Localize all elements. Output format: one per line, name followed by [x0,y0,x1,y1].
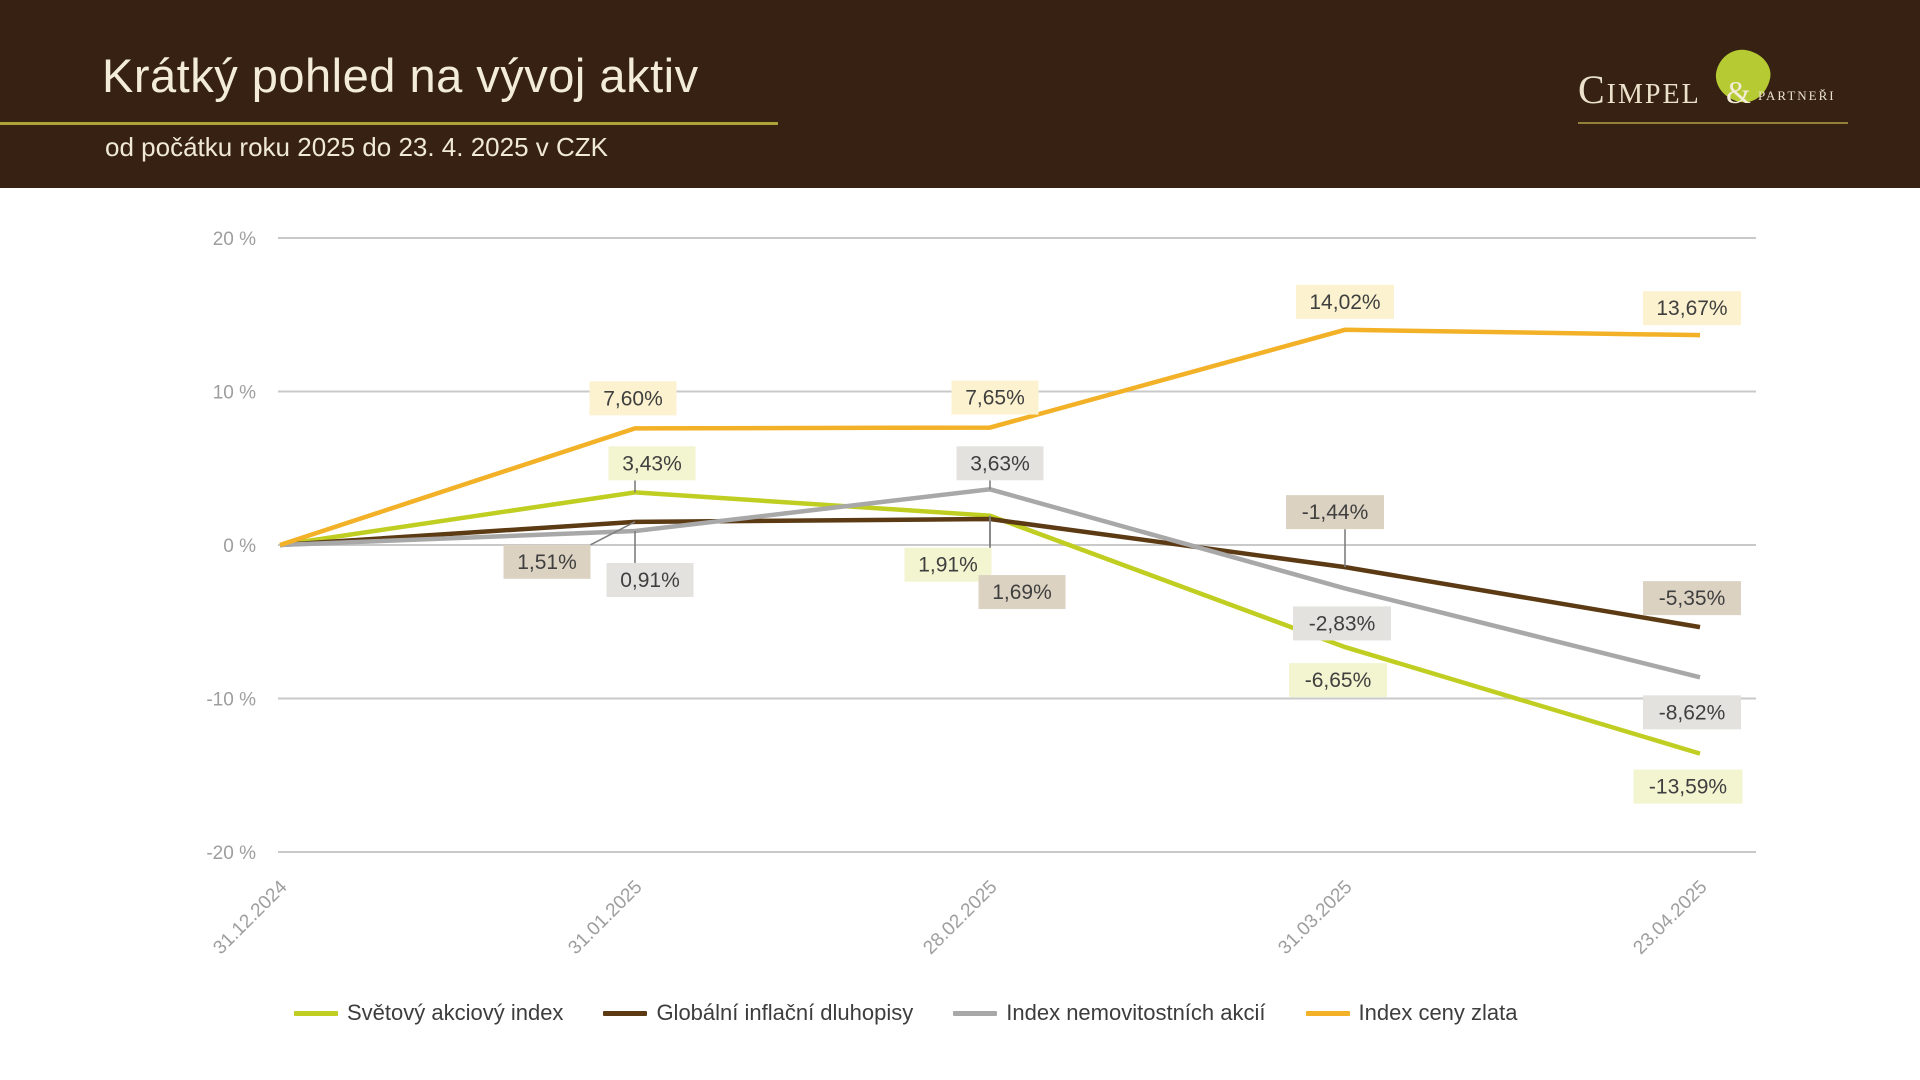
data-label-box [1643,291,1741,326]
title-underline [0,122,778,125]
data-label: 7,60% [603,387,663,410]
logo-ampersand: & [1726,74,1751,110]
y-tick-label: 0 % [223,536,256,557]
x-tick-label: 31.03.2025 [1274,877,1356,959]
company-logo: Cimpel & partneři [1578,44,1854,126]
y-tick-label: 20 % [213,229,256,250]
data-label-box [904,547,992,582]
legend-item-2: Index nemovitostních akcií [953,1000,1266,1026]
legend-label: Index nemovitostních akcií [1006,1000,1266,1025]
data-label-box [1289,663,1387,698]
legend-swatch-icon [603,1010,648,1016]
data-label-box [951,380,1039,415]
slide-header: Krátký pohled na vývoj aktiv od počátku … [0,0,1920,188]
logo-suffix: partneři [1758,84,1836,105]
data-label-box [1643,581,1741,616]
data-label: -1,44% [1302,501,1369,524]
data-label-box [503,544,591,579]
data-label: 1,69% [992,581,1052,604]
y-tick-label: -10 % [206,690,256,711]
chart-legend: Světový akciový index Globální inflační d… [294,1000,1518,1026]
data-label-box [978,575,1066,610]
legend-label: Světový akciový index [347,1000,564,1025]
y-tick-label: 10 % [213,383,256,404]
logo-name: Cimpel [1578,67,1701,112]
data-label: 13,67% [1656,297,1727,320]
data-label-box [1293,606,1391,641]
data-label-box [1643,695,1741,730]
data-label: 14,02% [1309,291,1380,314]
page-title: Krátký pohled na vývoj aktiv [102,49,699,102]
data-label: -6,65% [1305,669,1372,692]
data-label-box [606,563,694,598]
x-tick-label: 23.04.2025 [1629,877,1711,959]
data-label: -8,62% [1659,701,1726,724]
x-tick-label: 31.12.2024 [209,876,291,958]
y-tick-label: -20 % [206,843,256,864]
legend-label: Globální inflační dluhopisy [656,1000,914,1025]
data-label: 3,63% [970,452,1030,475]
x-tick-label: 31.01.2025 [564,877,646,959]
data-label: -13,59% [1649,776,1727,799]
data-label: 0,91% [620,569,680,592]
x-tick-label: 28.02.2025 [919,877,1001,959]
label-leader-line [590,521,636,546]
data-label-box [608,446,696,481]
data-label: 1,51% [517,551,577,574]
legend-swatch-icon [294,1010,338,1016]
data-label: 7,65% [965,387,1025,410]
series-line-3 [279,327,1701,548]
legend-item-1: Globální inflační dluhopisy [603,1000,913,1026]
legend-item-3: Index ceny zlata [1305,1000,1518,1026]
data-label-box [956,446,1044,481]
legend-item-0: Světový akciový index [294,1000,563,1026]
page-subtitle: od počátku roku 2025 do 23. 4. 2025 v CZ… [105,132,609,162]
data-label: 3,43% [622,452,682,475]
legend-swatch-icon [1305,1010,1350,1016]
data-label-box [589,381,677,416]
data-label: -2,83% [1309,612,1376,635]
data-label-box [1633,769,1743,804]
legend-swatch-icon [953,1010,998,1016]
data-label: -5,35% [1659,587,1726,610]
logo-underline [1578,122,1848,124]
data-label: 1,91% [918,554,978,577]
legend-label: Index ceny zlata [1358,1000,1518,1025]
data-label-box [1296,284,1394,319]
data-label-box [1286,495,1384,530]
